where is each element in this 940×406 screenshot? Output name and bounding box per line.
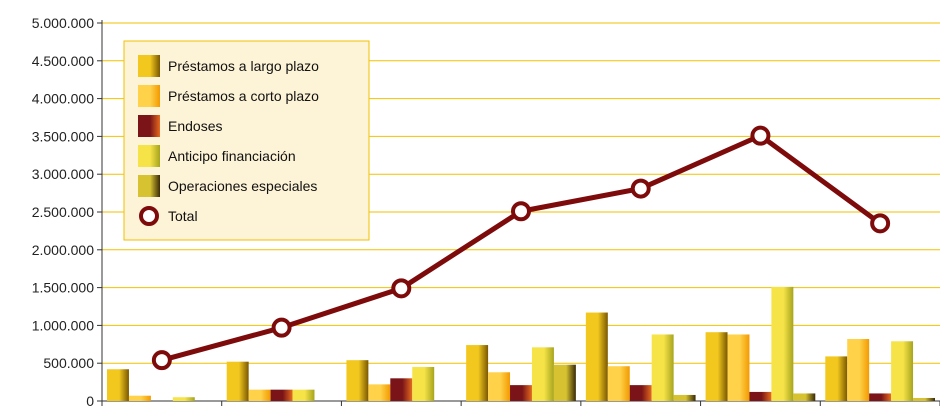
y-tick-label: 0 <box>86 393 94 406</box>
bar-anticipo-financiaci-n <box>771 286 794 401</box>
axis-layer: 0 500.000 1.000.000 1.500.000 2.000.000 2.500… <box>32 15 940 406</box>
y-tick-label: 5.000.000 <box>32 15 94 31</box>
bar-anticipo-financiaci-n <box>891 341 914 401</box>
bar-pr-stamos-a-corto-plazo <box>607 366 630 401</box>
bar-pr-stamos-a-largo-plazo <box>107 369 129 401</box>
bar-endoses <box>629 385 652 401</box>
y-tick-label: 3.000.000 <box>32 166 94 182</box>
y-tick-label: 2.500.000 <box>32 204 94 220</box>
bar-endoses <box>270 389 293 401</box>
bar-operaciones-especiales <box>913 397 935 401</box>
bar-pr-stamos-a-corto-plazo <box>368 384 391 401</box>
bar-endoses <box>510 385 532 401</box>
legend-swatch <box>138 85 160 107</box>
bar-endoses <box>390 378 413 401</box>
bar-endoses <box>749 391 772 401</box>
total-point <box>391 278 412 299</box>
legend-label: Endoses <box>168 118 222 134</box>
bar-pr-stamos-a-corto-plazo <box>727 334 750 401</box>
bar-endoses <box>869 393 892 401</box>
legend-label: Préstamos a corto plazo <box>168 88 319 104</box>
bar-operaciones-especiales <box>673 394 696 401</box>
bar-pr-stamos-a-largo-plazo <box>226 361 249 401</box>
total-point <box>750 125 771 146</box>
bar-anticipo-financiaci-n <box>172 397 195 401</box>
bar-pr-stamos-a-corto-plazo <box>488 372 511 401</box>
total-point <box>870 213 891 234</box>
bar-anticipo-financiaci-n <box>651 334 674 401</box>
total-point <box>511 201 531 222</box>
legend-label: Total <box>168 208 198 224</box>
y-tick-label: 4.500.000 <box>32 53 94 69</box>
bar-pr-stamos-a-corto-plazo <box>248 389 271 401</box>
legend-swatch <box>138 115 160 137</box>
y-tick-label: 1.500.000 <box>32 280 94 296</box>
y-tick-label: 500.000 <box>43 355 94 371</box>
bar-operaciones-especiales <box>793 393 816 401</box>
bar-pr-stamos-a-largo-plazo <box>585 312 608 401</box>
bar-anticipo-financiaci-n <box>292 389 315 401</box>
legend-swatch <box>138 145 160 167</box>
legend-swatch <box>138 175 160 197</box>
bar-pr-stamos-a-largo-plazo <box>346 360 369 401</box>
total-point <box>271 317 292 338</box>
legend-marker <box>139 206 159 226</box>
y-tick-label: 3.500.000 <box>32 128 94 144</box>
legend-box <box>123 40 370 241</box>
total-point <box>151 350 172 371</box>
y-tick-label: 4.000.000 <box>32 91 94 107</box>
bar-pr-stamos-a-corto-plazo <box>128 395 151 401</box>
legend-swatch <box>138 55 160 77</box>
legend-label: Anticipo financiación <box>168 148 296 164</box>
legend-label: Préstamos a largo plazo <box>168 58 319 74</box>
legend: Préstamos a largo plazo Préstamos a corto… <box>123 40 370 241</box>
bar-pr-stamos-a-largo-plazo <box>466 345 489 401</box>
y-tick-label: 1.000.000 <box>32 317 94 333</box>
legend-label: Operaciones especiales <box>168 178 317 194</box>
total-point <box>630 178 651 199</box>
bar-pr-stamos-a-corto-plazo <box>847 339 870 401</box>
y-tick-label: 2.000.000 <box>32 242 94 258</box>
bar-anticipo-financiaci-n <box>412 366 435 401</box>
bar-layer <box>107 286 935 401</box>
bar-anticipo-financiaci-n <box>531 347 554 401</box>
line-layer <box>151 125 891 371</box>
bar-pr-stamos-a-largo-plazo <box>705 332 728 401</box>
bar-pr-stamos-a-largo-plazo <box>825 356 848 401</box>
bar-operaciones-especiales <box>553 364 576 401</box>
